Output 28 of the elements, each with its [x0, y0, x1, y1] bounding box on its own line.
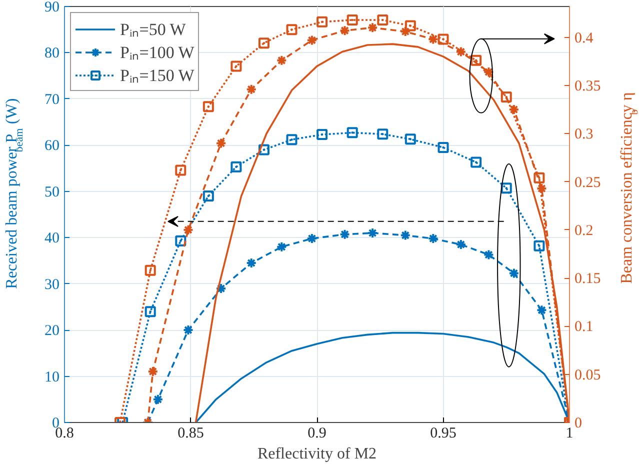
x-tick-label: 1 [566, 426, 574, 442]
y2-tick-label: 0.35 [574, 78, 601, 94]
x-axis-title: Reflectivity of M2 [257, 446, 377, 462]
y-tick-label: 90 [44, 0, 60, 16]
y2-axis-title: Beam conversion efficiency ηb [618, 92, 639, 284]
x-tick-label: 0.85 [178, 426, 204, 442]
y-tick-label: 60 [44, 138, 60, 154]
y2-tick-label: 0.3 [574, 126, 594, 143]
x-tick-label: 0.9 [308, 426, 326, 442]
y-tick-label: 40 [44, 230, 60, 247]
y-tick-label: 20 [44, 323, 60, 340]
y-axis-title: Received beam power Pbeam (W) [4, 98, 26, 289]
legend-label: Pᵢₙ=100 W [120, 42, 194, 63]
y2-tick-label: 0.4 [574, 30, 594, 46]
y2-tick-label: 0.05 [574, 367, 601, 384]
x-tick-label: 0.95 [430, 426, 456, 442]
y-tick-label: 50 [44, 184, 60, 200]
y-tick-label: 30 [44, 276, 60, 293]
y2-tick-label: 0.1 [574, 319, 594, 336]
legend-label: Pᵢₙ=50 W [120, 19, 186, 40]
y2-tick-label: 0.15 [574, 271, 601, 288]
y2-tick-label: 0.25 [574, 174, 601, 191]
y-tick-label: 80 [44, 46, 60, 62]
y-tick-label: 70 [44, 92, 60, 108]
legend-label: Pᵢₙ=150 W [120, 65, 194, 86]
y2-tick-label: 0 [574, 416, 582, 432]
y2-tick-label: 0.2 [574, 222, 594, 239]
y-tick-label: 10 [44, 369, 60, 386]
